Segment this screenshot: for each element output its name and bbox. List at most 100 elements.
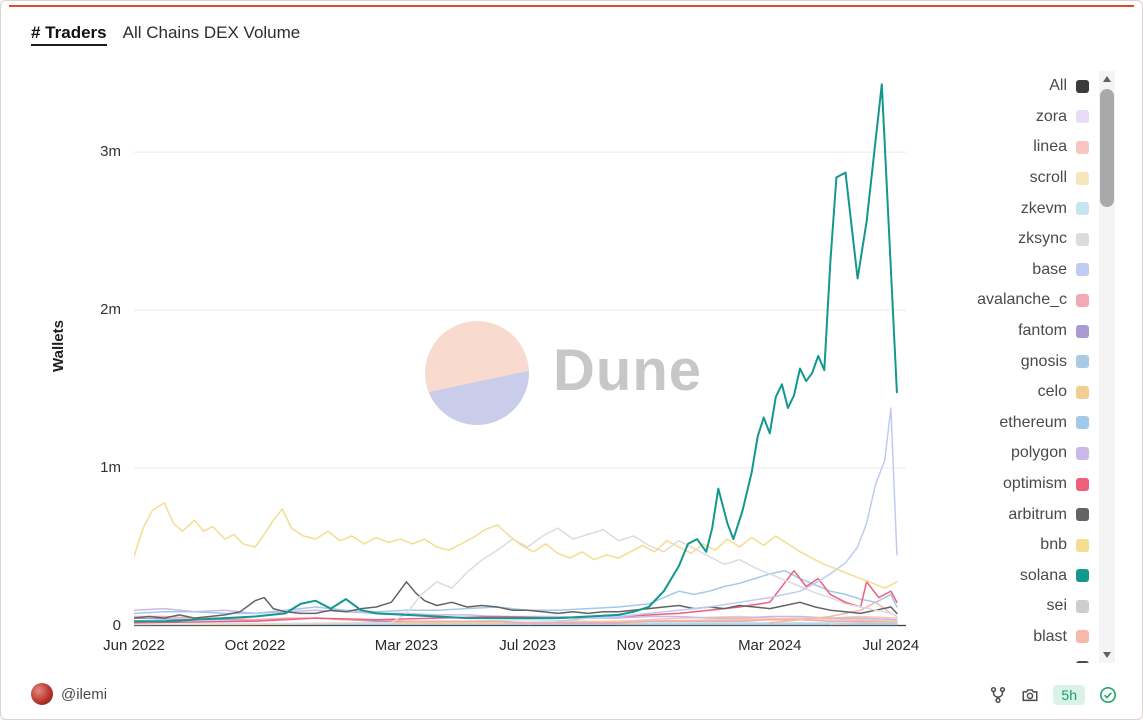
legend-swatch bbox=[1076, 79, 1089, 93]
x-axis-tick-labels: Jun 2022 Oct 2022 Mar 2023 Jul 2023 Nov 2023… bbox=[103, 637, 919, 659]
x-tick-nov-2023: Nov 2023 bbox=[616, 637, 681, 654]
legend-swatch bbox=[1076, 355, 1089, 369]
legend-item-avalanche_c[interactable]: avalanche_c bbox=[929, 285, 1089, 316]
legend-label: bnb bbox=[1040, 536, 1067, 554]
triangle-up-icon bbox=[1103, 76, 1111, 82]
legend-label: zksync bbox=[1018, 230, 1067, 248]
legend-label: avalanche_c bbox=[977, 291, 1067, 309]
legend-item-arbitrum[interactable]: arbitrum bbox=[929, 499, 1089, 530]
legend-label: celo bbox=[1037, 383, 1067, 401]
legend-item-celo[interactable]: celo bbox=[929, 377, 1089, 408]
series-line-solana[interactable] bbox=[133, 83, 898, 623]
camera-icon[interactable] bbox=[1021, 686, 1039, 704]
legend-item-zksync[interactable]: zksync bbox=[929, 224, 1089, 255]
x-tick-oct-2022: Oct 2022 bbox=[224, 637, 286, 654]
top-accent-bar bbox=[9, 5, 1134, 7]
legend-label: base bbox=[1032, 260, 1067, 278]
scrollbar-thumb[interactable] bbox=[1100, 89, 1114, 207]
x-tick-mar-2024: Mar 2024 bbox=[738, 637, 802, 654]
series-line-base[interactable] bbox=[557, 407, 898, 623]
legend-item-partial[interactable] bbox=[929, 652, 1089, 663]
legend-label: fantom bbox=[1018, 322, 1067, 340]
legend-item-fantom[interactable]: fantom bbox=[929, 316, 1089, 347]
series-line-bnb[interactable] bbox=[133, 502, 898, 589]
author-handle: @ilemi bbox=[61, 685, 108, 703]
chart-title: All Chains DEX Volume bbox=[122, 23, 301, 42]
footer: @ilemi 5h bbox=[1, 673, 1142, 719]
series-line-avalanche_c[interactable] bbox=[133, 615, 898, 624]
legend-swatch bbox=[1076, 202, 1089, 216]
legend-swatch bbox=[1076, 293, 1089, 307]
legend-label: zora bbox=[1035, 107, 1067, 125]
legend-swatch bbox=[1076, 477, 1089, 491]
legend-label: gnosis bbox=[1020, 352, 1067, 370]
legend-swatch bbox=[1076, 569, 1089, 583]
chart-header: # Traders All Chains DEX Volume bbox=[31, 23, 300, 46]
y-axis-tick-labels: 0 1m 2m 3m bbox=[71, 81, 121, 634]
legend-swatch bbox=[1076, 232, 1089, 246]
legend-label: blast bbox=[1033, 627, 1067, 645]
plot-area[interactable] bbox=[133, 81, 906, 627]
legend-item-ethereum[interactable]: ethereum bbox=[929, 408, 1089, 439]
series-line-zksync[interactable] bbox=[133, 527, 898, 626]
x-tick-jun-2022: Jun 2022 bbox=[103, 637, 165, 654]
series-line-linea[interactable] bbox=[557, 615, 898, 624]
legend-list: All zora linea scroll zkevm zksync base avalanc… bbox=[929, 71, 1089, 663]
legend-swatch bbox=[1076, 416, 1089, 430]
legend-item-zkevm[interactable]: zkevm bbox=[929, 193, 1089, 224]
legend-item-linea[interactable]: linea bbox=[929, 132, 1089, 163]
author-block[interactable]: @ilemi bbox=[31, 683, 107, 705]
x-tick-jul-2023: Jul 2023 bbox=[499, 637, 556, 654]
legend-item-zora[interactable]: zora bbox=[929, 102, 1089, 133]
legend-swatch bbox=[1076, 110, 1089, 124]
dune-watermark: Dune bbox=[553, 338, 702, 403]
legend-item-bnb[interactable]: bnb bbox=[929, 530, 1089, 561]
legend-swatch bbox=[1076, 385, 1089, 399]
author-avatar bbox=[31, 683, 53, 705]
refresh-age-badge[interactable]: 5h bbox=[1053, 685, 1085, 705]
legend-item-scroll[interactable]: scroll bbox=[929, 163, 1089, 194]
triangle-down-icon bbox=[1103, 652, 1111, 658]
legend-scrollbar[interactable] bbox=[1099, 71, 1115, 663]
scroll-down-button[interactable] bbox=[1099, 647, 1115, 663]
legend-label: zkevm bbox=[1020, 199, 1067, 217]
legend-swatch bbox=[1076, 324, 1089, 338]
series-line-sei[interactable] bbox=[829, 622, 898, 626]
legend-label: All bbox=[1049, 77, 1067, 95]
dune-logo-icon bbox=[425, 321, 529, 425]
scroll-up-button[interactable] bbox=[1099, 71, 1115, 87]
legend-swatch bbox=[1076, 599, 1089, 613]
legend-swatch bbox=[1076, 171, 1089, 185]
chart-svg[interactable] bbox=[133, 81, 906, 627]
legend-item-All[interactable]: All bbox=[929, 71, 1089, 102]
legend-item-solana[interactable]: solana bbox=[929, 561, 1089, 592]
legend-item-sei[interactable]: sei bbox=[929, 591, 1089, 622]
legend-label: linea bbox=[1033, 138, 1067, 156]
y-tick-0: 0 bbox=[112, 617, 121, 634]
legend-swatch bbox=[1076, 263, 1089, 277]
legend-swatch bbox=[1076, 538, 1089, 552]
traders-tab[interactable]: # Traders bbox=[31, 23, 107, 46]
footer-actions: 5h bbox=[989, 685, 1117, 705]
x-tick-jul-2024: Jul 2024 bbox=[862, 637, 920, 654]
check-circle-icon bbox=[1099, 686, 1117, 704]
y-tick-1m: 1m bbox=[100, 459, 121, 477]
legend-item-polygon[interactable]: polygon bbox=[929, 438, 1089, 469]
legend-label: scroll bbox=[1029, 169, 1067, 187]
x-tick-mar-2023: Mar 2023 bbox=[374, 637, 439, 654]
series-line-arbitrum[interactable] bbox=[133, 581, 898, 619]
legend-label: polygon bbox=[1010, 444, 1067, 462]
fork-icon[interactable] bbox=[989, 686, 1007, 704]
series-line-optimism[interactable] bbox=[133, 569, 898, 624]
legend-swatch bbox=[1076, 630, 1089, 644]
legend-item-blast[interactable]: blast bbox=[929, 622, 1089, 653]
legend-item-gnosis[interactable]: gnosis bbox=[929, 346, 1089, 377]
legend-label: arbitrum bbox=[1008, 505, 1067, 523]
y-axis-label: Wallets bbox=[50, 320, 67, 372]
legend-item-base[interactable]: base bbox=[929, 255, 1089, 286]
series-line-ethereum[interactable] bbox=[133, 569, 898, 615]
legend-swatch bbox=[1076, 140, 1089, 154]
legend-swatch bbox=[1076, 661, 1089, 663]
legend-item-optimism[interactable]: optimism bbox=[929, 469, 1089, 500]
